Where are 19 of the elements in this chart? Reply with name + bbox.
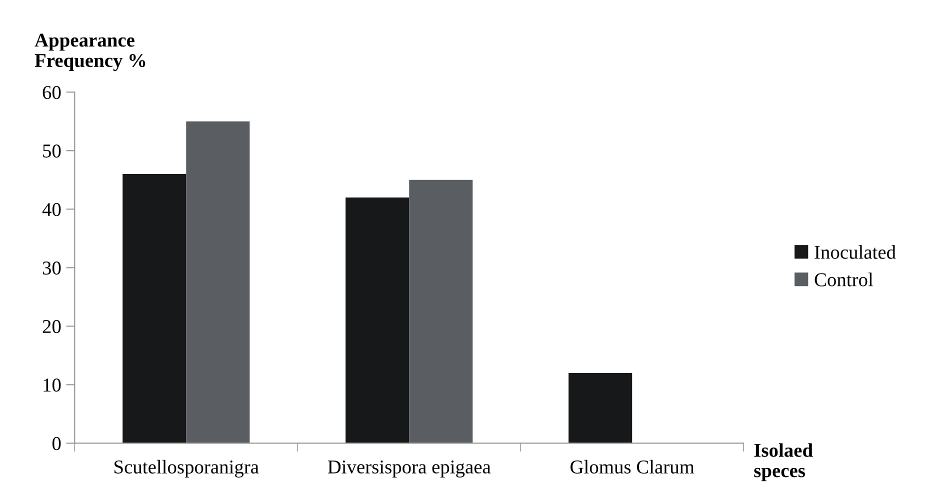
bar [346, 197, 410, 444]
x-tick-label: Glomus Clarum [570, 460, 694, 474]
x-axis-title: Isolaed speces [754, 443, 813, 482]
bar [409, 180, 473, 444]
bar [186, 121, 250, 444]
bar [122, 174, 186, 444]
bar [568, 373, 632, 444]
y-tick-label: 0 [52, 437, 61, 450]
x-tick-label: Diversispora epigaea [328, 460, 491, 478]
x-tick-label: Scutellosporanigra [114, 460, 259, 478]
legend-label: Control [814, 272, 874, 286]
y-tick-label: 20 [42, 320, 61, 334]
y-tick-label: 60 [42, 86, 61, 100]
legend-label: Inoculated [814, 245, 896, 259]
y-tick-label: 10 [44, 378, 61, 392]
y-tick-label: 40 [42, 202, 61, 216]
y-axis-title: Appearance Frequency % [34, 34, 146, 72]
y-tick-label: 50 [43, 144, 61, 158]
y-tick-label: 30 [42, 261, 61, 275]
